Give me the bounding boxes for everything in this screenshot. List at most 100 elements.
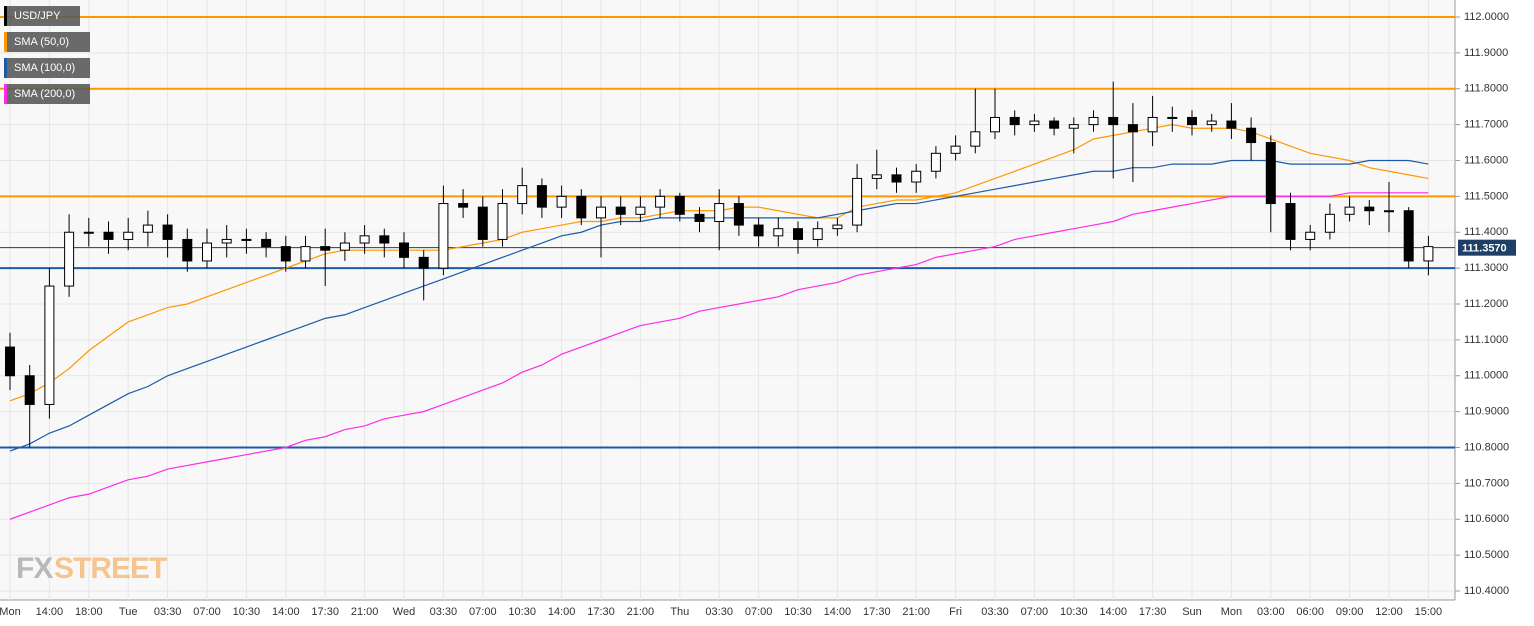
x-tick-label: 07:00 (193, 606, 221, 618)
sma-line (9, 192, 1429, 520)
legend-box (4, 84, 90, 104)
candle-body (339, 242, 350, 251)
candle-body (1147, 116, 1158, 133)
candle-body (5, 346, 15, 377)
legend-box (4, 6, 80, 26)
legend-box (4, 32, 90, 52)
legend-swatch (4, 58, 7, 78)
x-tick-label: Wed (393, 606, 415, 618)
candle-body (1403, 210, 1414, 262)
x-tick-label: 14:00 (272, 606, 300, 618)
candle-body (103, 231, 114, 240)
x-tick-label: 10:30 (784, 606, 812, 618)
candle-body (182, 238, 193, 262)
candle-body (733, 203, 744, 226)
candle-body (1246, 127, 1257, 144)
candle-body (517, 185, 528, 205)
x-tick-label: 14:00 (1099, 606, 1127, 618)
y-tick-label: 111.6000 (1464, 154, 1508, 166)
x-tick-label: 21:00 (902, 606, 930, 618)
candle-body (753, 224, 764, 237)
candle-body (930, 152, 941, 172)
candle-body (1384, 210, 1394, 213)
candle-body (635, 206, 646, 215)
candle-body (1324, 213, 1335, 233)
candle-body (1344, 206, 1355, 215)
x-tick-label: 14:00 (548, 606, 576, 618)
x-tick-label: 03:30 (705, 606, 733, 618)
candle-body (852, 177, 863, 226)
x-tick-label: Mon (0, 606, 21, 618)
candle-body (812, 228, 823, 240)
x-tick-label: 03:30 (430, 606, 458, 618)
candle-body (202, 242, 212, 262)
candle-body (418, 256, 429, 269)
y-tick-label: 111.7000 (1464, 119, 1508, 131)
x-tick-label: 07:00 (469, 606, 497, 618)
candle-body (221, 238, 232, 244)
x-tick-label: Thu (670, 606, 689, 618)
candle-body (1068, 124, 1079, 129)
candle-body (1285, 203, 1296, 240)
legend-label: USD/JPY (14, 10, 61, 22)
candle-body (1009, 116, 1020, 126)
x-tick-label: 14:00 (824, 606, 852, 618)
legend-label: SMA (100,0) (14, 62, 75, 74)
candle-body (399, 242, 409, 258)
candle-body (1167, 116, 1178, 119)
candle-body (1206, 120, 1217, 126)
candle-body (773, 228, 784, 237)
candle-body (497, 203, 508, 240)
watermark-street: STREET (54, 552, 167, 585)
candle-body (1029, 120, 1040, 126)
legend-swatch (4, 32, 7, 52)
x-tick-label: 18:00 (75, 606, 103, 618)
legend-swatch (4, 6, 7, 26)
x-tick-label: 14:00 (36, 606, 64, 618)
x-tick-label: 03:30 (981, 606, 1009, 618)
candle-body (83, 231, 94, 234)
candle-body (694, 213, 705, 222)
candle-body (64, 231, 75, 287)
candle-body (477, 206, 488, 240)
x-tick-label: 17:30 (311, 606, 339, 618)
y-tick-label: 111.9000 (1464, 47, 1508, 59)
candle-body (674, 195, 685, 215)
y-tick-label: 111.0000 (1464, 370, 1508, 382)
last-price-box (1458, 239, 1516, 256)
candle-body (596, 206, 606, 219)
candle-body (1364, 206, 1375, 212)
candle-body (1226, 120, 1237, 129)
candle-body (556, 195, 567, 208)
x-tick-label: 17:30 (863, 606, 891, 618)
y-tick-label: 110.5000 (1464, 549, 1509, 561)
candle-body (1049, 120, 1060, 129)
candle-body (359, 235, 370, 244)
y-tick-label: 111.2000 (1464, 298, 1508, 310)
candle-body (300, 246, 311, 262)
y-tick-label: 110.4000 (1464, 585, 1509, 597)
x-tick-label: Fri (949, 606, 962, 618)
x-tick-label: 06:00 (1296, 606, 1324, 618)
candle-body (615, 206, 626, 215)
x-tick-label: 09:00 (1336, 606, 1364, 618)
candle-body (1088, 116, 1099, 126)
x-tick-label: 03:00 (1257, 606, 1285, 618)
candle-body (911, 170, 922, 183)
x-tick-label: 21:00 (351, 606, 379, 618)
legend-swatch (4, 84, 7, 104)
x-tick-label: 17:30 (587, 606, 615, 618)
y-tick-label: 110.8000 (1464, 441, 1509, 453)
x-tick-label: 15:00 (1415, 606, 1443, 618)
candle-body (891, 174, 902, 183)
x-tick-label: 10:30 (508, 606, 536, 618)
y-tick-label: 112.0000 (1464, 11, 1509, 23)
candle-body (576, 195, 587, 219)
candle-body (1127, 124, 1138, 133)
candle-body (24, 375, 35, 405)
candle-body (379, 235, 390, 244)
candle-body (1108, 116, 1119, 126)
x-tick-label: 17:30 (1139, 606, 1167, 618)
y-tick-label: 110.7000 (1464, 477, 1509, 489)
x-tick-label: 03:30 (154, 606, 182, 618)
